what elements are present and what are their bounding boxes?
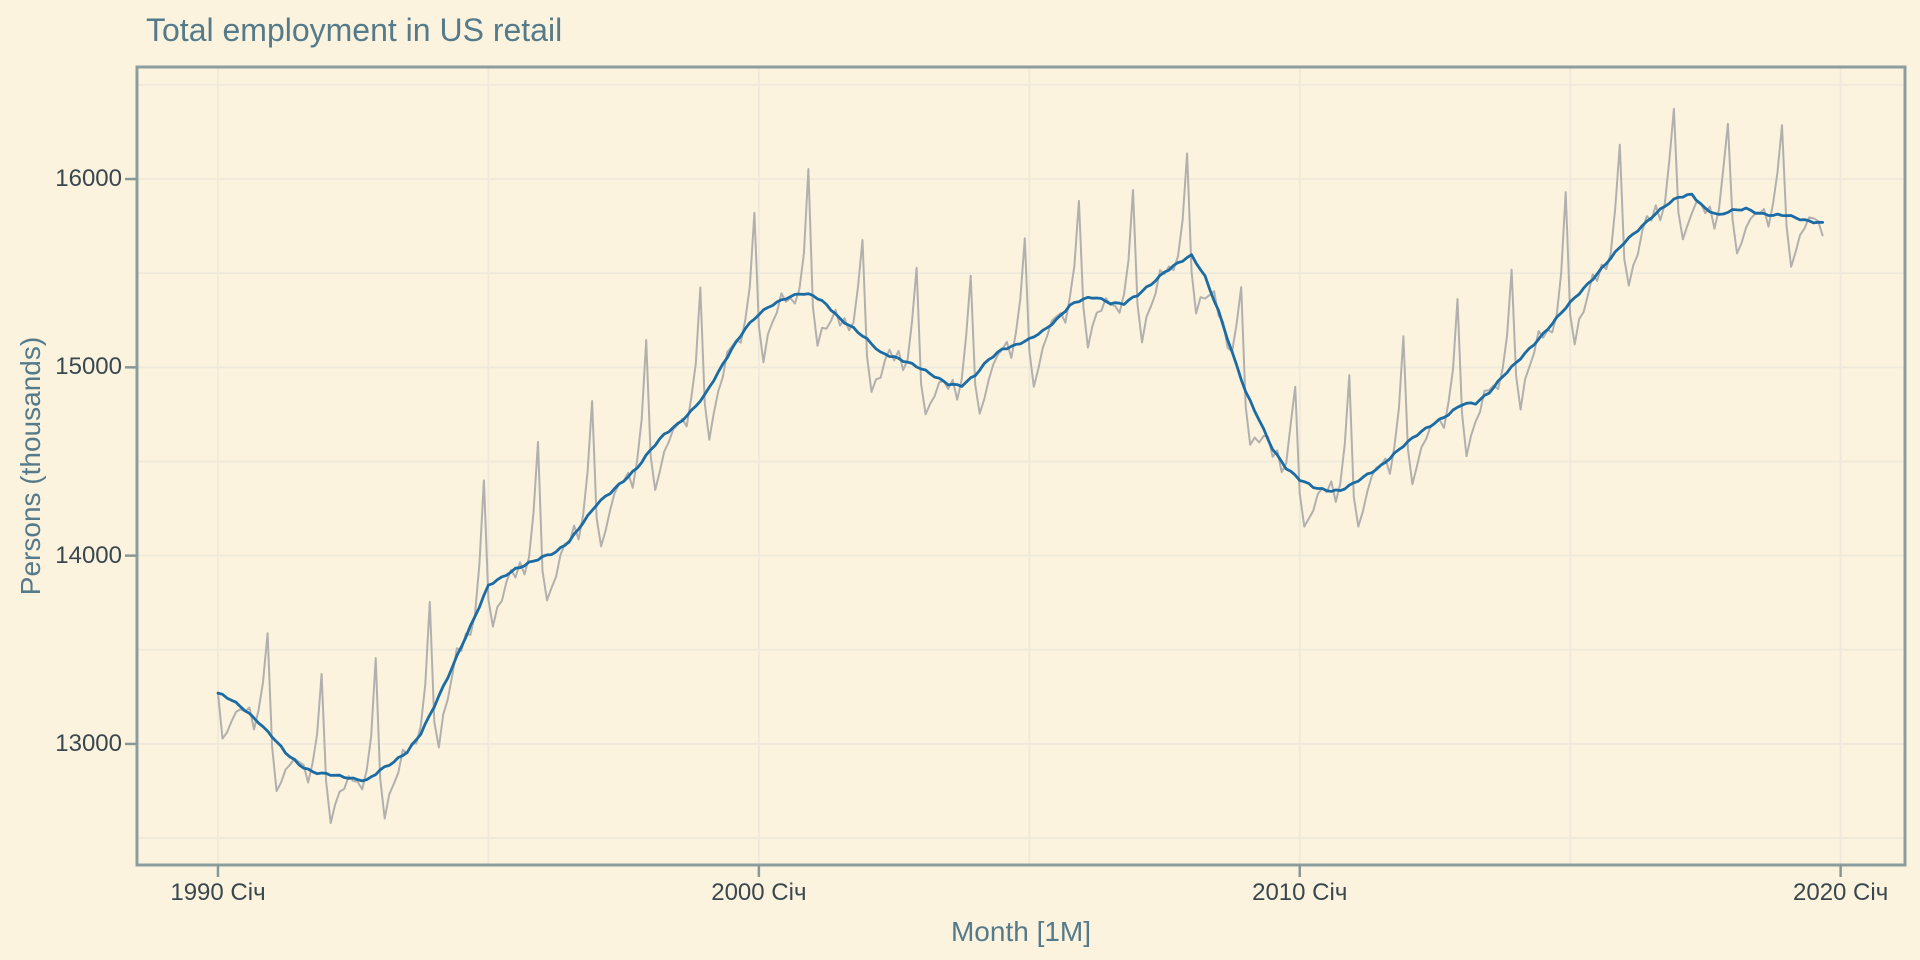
x-tick-label: 2020 Січ (1793, 879, 1889, 906)
axis-tick-marks (125, 177, 1842, 877)
x-axis-title: Month [1M] (950, 916, 1092, 947)
plot-border (135, 65, 1907, 867)
y-tick-label: 13000 (55, 729, 122, 757)
series-lines (216, 107, 1824, 825)
x-tick-label: 1990 Січ (170, 879, 266, 906)
chart-title: Total employment in US retail (146, 12, 563, 48)
x-tick-label: 2000 Січ (711, 879, 807, 906)
y-tick-label: 14000 (55, 541, 122, 569)
y-tick-label: 16000 (55, 165, 122, 193)
raw-series-line (217, 107, 1824, 825)
y-tick-label: 15000 (55, 353, 122, 381)
trend-series-line (216, 192, 1824, 783)
gridlines (137, 67, 1905, 865)
x-tick-label: 2010 Січ (1252, 879, 1348, 906)
